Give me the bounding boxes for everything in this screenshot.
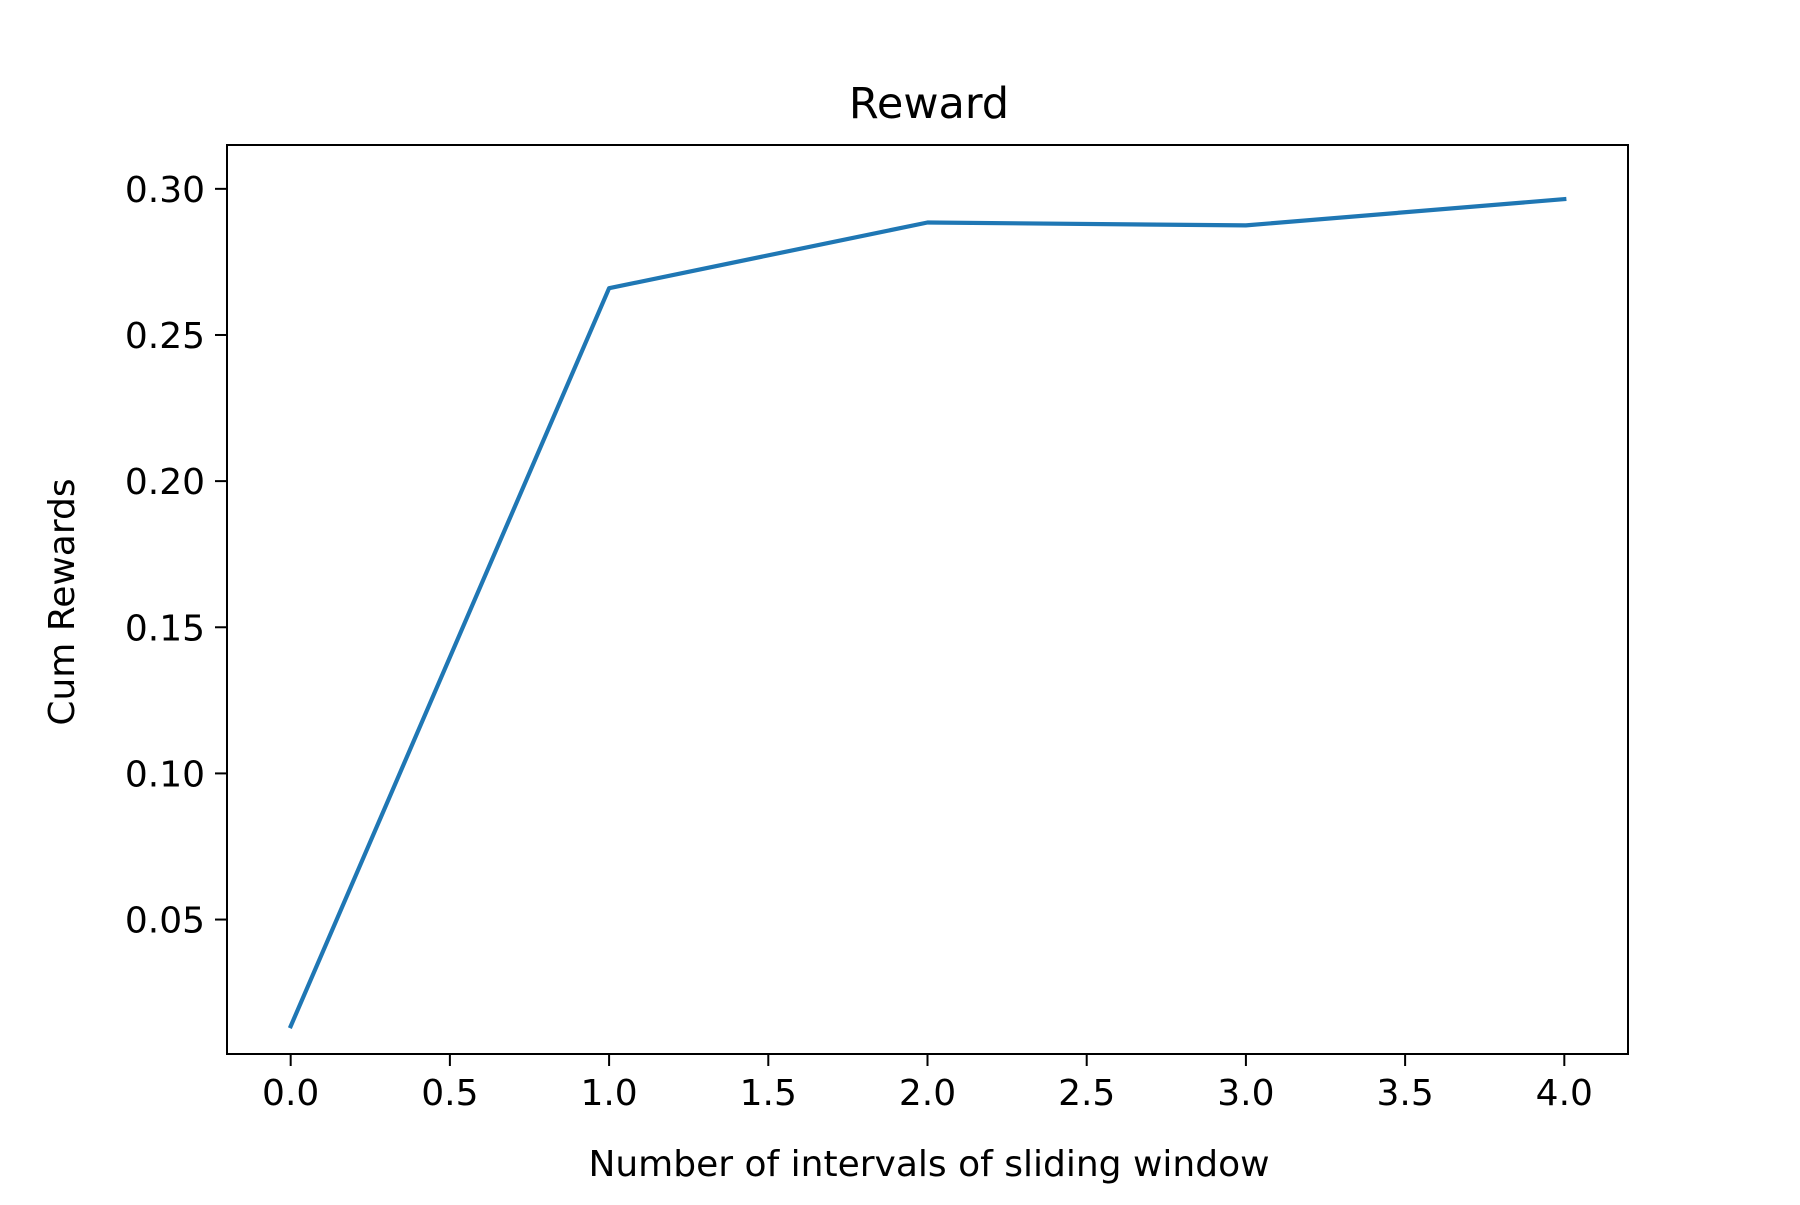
x-tick-label: 2.5 <box>1058 1073 1115 1114</box>
chart-title: Reward <box>849 79 1009 129</box>
x-tick-label: 1.5 <box>740 1073 797 1114</box>
y-tick-label: 0.25 <box>125 316 205 357</box>
y-tick-label: 0.10 <box>125 754 205 795</box>
x-tick-label: 0.5 <box>421 1073 478 1114</box>
x-axis-label: Number of intervals of sliding window <box>588 1144 1269 1185</box>
x-tick-label: 3.5 <box>1376 1073 1433 1114</box>
y-axis-label: Cum Rewards <box>42 478 83 725</box>
y-tick-label: 0.15 <box>125 608 205 649</box>
x-tick-label: 3.0 <box>1217 1073 1274 1114</box>
y-tick-label: 0.30 <box>125 170 205 211</box>
plot-frame <box>226 144 1629 1055</box>
x-tick-label: 0.0 <box>262 1073 319 1114</box>
x-tick-label: 2.0 <box>899 1073 956 1114</box>
plot-area: 0.0 0.5 1.0 1.5 2.0 2.5 3.0 3.5 4.0 0.05 0.10 0.15 0… <box>125 144 1629 1114</box>
x-tick-label: 1.0 <box>580 1073 637 1114</box>
y-tick-label: 0.20 <box>125 462 205 503</box>
series-line-0 <box>287 196 1567 1029</box>
y-tick-label: 0.05 <box>125 901 205 942</box>
x-tick-label: 4.0 <box>1536 1073 1593 1114</box>
